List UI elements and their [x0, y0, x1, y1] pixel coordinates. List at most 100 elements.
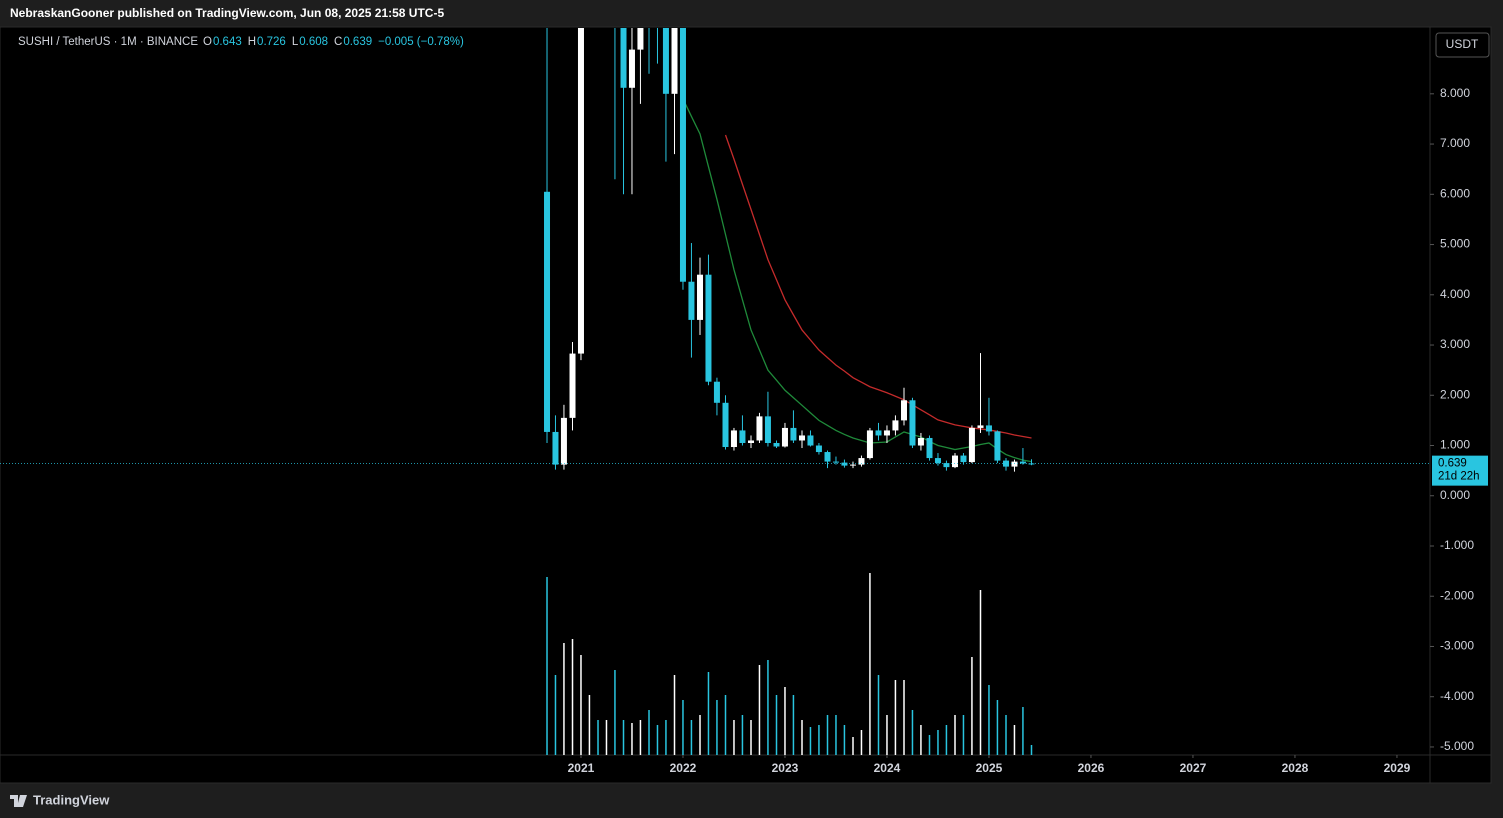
symbol-label: SUSHI / TetherUS · 1M · BINANCE [18, 36, 198, 48]
candle-body [960, 455, 967, 463]
candle-body [807, 435, 814, 446]
candle-body [697, 274, 704, 320]
candle-body [577, 28, 584, 354]
candle-body [968, 427, 975, 463]
candle-body [832, 461, 839, 463]
candle-body [790, 427, 797, 441]
tv-logo-icon [10, 795, 27, 807]
y-tick-label: 7.000 [1440, 136, 1470, 150]
legend: SUSHI / TetherUS · 1M · BINANCE O 0.643 H 0… [18, 36, 464, 48]
change-value: −0.005 (−0.78%) [378, 36, 464, 48]
candle-body [662, 28, 669, 94]
ohlc-prefix: O [203, 36, 212, 48]
candle-body [781, 427, 788, 447]
candle-body [764, 416, 771, 443]
y-tick-label: 6.000 [1440, 186, 1470, 200]
candle-body [858, 458, 865, 465]
volume-bar [962, 715, 965, 755]
volume-bar [656, 725, 659, 755]
volume-bar [877, 675, 880, 755]
volume-bar [724, 695, 727, 755]
candle-body [875, 430, 882, 436]
y-tick-label: -4.000 [1440, 689, 1474, 703]
last-price-badge [1432, 455, 1488, 486]
volume-bar [665, 720, 667, 755]
volume-bar [894, 680, 897, 755]
volume-bar [971, 657, 973, 755]
volume-bar [707, 672, 710, 755]
volume-bar [996, 700, 999, 755]
volume-bar [1030, 745, 1033, 755]
candle-body [901, 400, 908, 421]
candle-body [756, 416, 763, 441]
volume-bar [860, 730, 863, 755]
volume-bar [852, 737, 854, 755]
volume-bar [928, 735, 931, 755]
volume-bar [733, 720, 735, 755]
currency-button-label[interactable]: USDT [1446, 37, 1479, 51]
volume-bar [673, 675, 676, 755]
candle-body [773, 442, 780, 447]
volume-bar [563, 643, 565, 755]
x-tick-label: 2022 [670, 761, 697, 775]
volume-bar [716, 700, 718, 755]
y-tick-label: -1.000 [1440, 538, 1474, 552]
x-tick-label: 2028 [1282, 761, 1309, 775]
ohlc-prefix: H [248, 36, 256, 48]
candle-body [722, 402, 729, 448]
candle-body [799, 435, 806, 441]
volume-bar [682, 700, 684, 755]
candle-body [552, 431, 559, 465]
volume-bar [818, 725, 820, 755]
volume-bar [750, 720, 752, 755]
volume-bar [648, 710, 650, 755]
volume-bar [631, 723, 633, 755]
countdown-label: 21d 22h [1438, 471, 1480, 483]
candle-body [951, 455, 958, 468]
volume-bar [945, 725, 948, 755]
candle-body [679, 28, 686, 282]
candle-body [705, 274, 712, 382]
ohlc-value: 0.639 [343, 36, 372, 48]
volume-bar [937, 730, 939, 755]
candle-body [883, 430, 890, 436]
volume-bar [988, 685, 990, 755]
candle-body [824, 452, 831, 462]
candle-body [850, 464, 857, 466]
candle-body [943, 463, 950, 468]
volume-bar [886, 715, 888, 755]
y-tick-label: -5.000 [1440, 739, 1474, 753]
x-tick-label: 2027 [1180, 761, 1207, 775]
ohlc-value: 0.643 [213, 36, 242, 48]
tv-logo [10, 795, 27, 807]
volume-bar [792, 695, 795, 755]
ohlc-value: 0.608 [299, 36, 328, 48]
x-tick-label: 2023 [772, 761, 799, 775]
candle-body [926, 437, 933, 459]
volume-bar [741, 715, 744, 755]
candle-body [1019, 461, 1026, 464]
candle-body [671, 28, 678, 94]
currency-button[interactable] [1435, 32, 1490, 58]
candle-body [628, 49, 635, 88]
volume-bar [622, 720, 625, 755]
volume-bar [699, 715, 701, 755]
volume-bar [588, 695, 591, 755]
volume-bar [767, 660, 769, 755]
volume-bar [614, 670, 616, 755]
volume-bar [979, 590, 982, 755]
candle-body [892, 420, 899, 431]
volume-bar [835, 715, 837, 755]
volume-bar [784, 687, 786, 755]
chart-panel [0, 26, 1492, 784]
ohlc-prefix: C [334, 36, 342, 48]
candle-body [994, 431, 1001, 461]
x-tick-label: 2025 [976, 761, 1003, 775]
candle-body [688, 281, 695, 320]
candle-body [866, 430, 873, 459]
candle-body [917, 437, 924, 446]
candle-body [544, 191, 551, 432]
candle-body [560, 417, 567, 465]
volume-bar [903, 680, 905, 755]
